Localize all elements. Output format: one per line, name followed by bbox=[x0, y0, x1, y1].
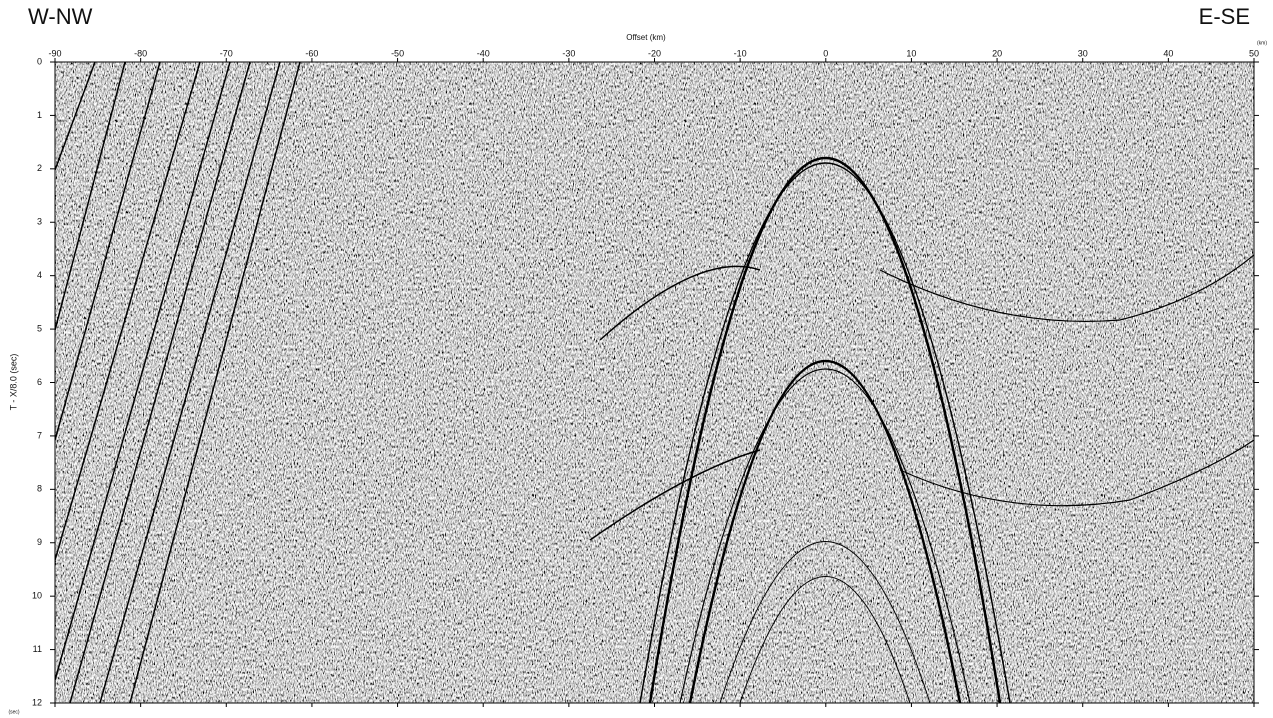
y-tick-label: 0 bbox=[37, 56, 42, 66]
y-axis-label: T - X/8.0 (sec) bbox=[8, 354, 18, 411]
direction-label: E-SE bbox=[1199, 4, 1250, 29]
wavefront bbox=[599, 265, 761, 341]
y-tick-label: 10 bbox=[32, 591, 42, 601]
wavefront bbox=[679, 368, 971, 703]
y-tick-label: 3 bbox=[37, 217, 42, 227]
x-axis-label: Offset (km) bbox=[626, 33, 666, 42]
wavefront bbox=[648, 156, 1002, 703]
y-tick-label: 12 bbox=[32, 697, 42, 707]
y-tick-label: 6 bbox=[37, 377, 42, 387]
x-tick-label: 0 bbox=[823, 48, 828, 58]
x-tick-label: -80 bbox=[134, 48, 147, 58]
x-tick-label: -40 bbox=[477, 48, 490, 58]
y-tick-label: 8 bbox=[37, 484, 42, 494]
y-tick-label: 4 bbox=[37, 270, 42, 280]
y-tick-label: 9 bbox=[37, 537, 42, 547]
wavefront bbox=[899, 439, 1254, 507]
y-unit: (sec) bbox=[8, 709, 19, 715]
wavefront bbox=[55, 62, 301, 703]
noise-background bbox=[55, 62, 1254, 703]
wavefront bbox=[639, 162, 1011, 703]
x-tick-label: 30 bbox=[1078, 48, 1088, 58]
wavefront bbox=[719, 541, 931, 703]
x-tick-label: -90 bbox=[48, 48, 61, 58]
y-tick-label: 11 bbox=[33, 644, 42, 654]
x-tick-label: -50 bbox=[391, 48, 404, 58]
x-tick-label: 50 bbox=[1249, 48, 1259, 58]
wavefront bbox=[688, 359, 962, 703]
x-tick-label: -20 bbox=[648, 48, 661, 58]
wavefront bbox=[589, 449, 761, 541]
y-tick-label: 1 bbox=[37, 110, 42, 120]
wavefront bbox=[879, 254, 1254, 323]
x-tick-label: 20 bbox=[992, 48, 1002, 58]
y-tick-label: 7 bbox=[37, 430, 42, 440]
y-tick-label: 5 bbox=[37, 323, 42, 333]
x-tick-label: -30 bbox=[562, 48, 575, 58]
x-tick-label: -70 bbox=[220, 48, 233, 58]
wavefronts bbox=[55, 62, 1254, 703]
x-tick-label: 40 bbox=[1163, 48, 1173, 58]
x-tick-label: -10 bbox=[734, 48, 747, 58]
x-tick-label: 10 bbox=[906, 48, 916, 58]
wavefront bbox=[739, 576, 911, 703]
y-tick-label: 2 bbox=[37, 163, 42, 173]
x-unit: (km) bbox=[1257, 40, 1267, 46]
direction-label: W-NW bbox=[28, 4, 93, 29]
x-tick-label: -60 bbox=[305, 48, 318, 58]
